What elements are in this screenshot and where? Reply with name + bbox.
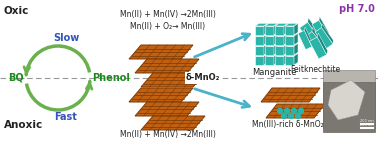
Polygon shape <box>294 53 298 65</box>
Polygon shape <box>285 56 294 65</box>
Polygon shape <box>264 53 268 65</box>
Polygon shape <box>284 23 288 35</box>
Polygon shape <box>275 36 284 45</box>
Polygon shape <box>275 46 284 55</box>
Polygon shape <box>129 45 193 59</box>
Polygon shape <box>285 46 294 55</box>
Polygon shape <box>266 104 325 118</box>
Polygon shape <box>319 17 329 36</box>
Polygon shape <box>300 22 321 46</box>
Polygon shape <box>264 23 268 35</box>
Polygon shape <box>264 43 268 55</box>
Polygon shape <box>141 116 205 130</box>
Text: BQ: BQ <box>8 73 24 83</box>
Polygon shape <box>317 33 328 55</box>
Polygon shape <box>265 56 274 65</box>
Circle shape <box>291 109 296 114</box>
Polygon shape <box>265 46 274 55</box>
Circle shape <box>288 114 293 119</box>
Polygon shape <box>265 43 278 46</box>
Polygon shape <box>294 23 298 35</box>
Polygon shape <box>312 20 328 40</box>
Polygon shape <box>274 43 278 55</box>
Text: Slow: Slow <box>53 33 79 43</box>
Polygon shape <box>255 36 264 45</box>
Text: Mn(III)-rich δ-MnO₂: Mn(III)-rich δ-MnO₂ <box>252 120 324 129</box>
FancyBboxPatch shape <box>323 70 375 128</box>
Polygon shape <box>304 27 313 47</box>
Polygon shape <box>255 56 264 65</box>
Polygon shape <box>305 32 325 53</box>
Polygon shape <box>328 80 365 120</box>
Polygon shape <box>275 43 288 46</box>
Polygon shape <box>275 56 284 65</box>
Circle shape <box>282 114 287 119</box>
Polygon shape <box>298 30 312 50</box>
Polygon shape <box>275 53 288 56</box>
Text: 200 nm: 200 nm <box>360 119 374 123</box>
Text: Mn(II) + O₂→ Mn(III): Mn(II) + O₂→ Mn(III) <box>130 22 206 31</box>
Polygon shape <box>265 33 278 36</box>
Text: Mn(II) + Mn(IV) →2Mn(III): Mn(II) + Mn(IV) →2Mn(III) <box>120 10 216 19</box>
Polygon shape <box>275 23 288 26</box>
Polygon shape <box>285 26 294 35</box>
Text: Anoxic: Anoxic <box>4 120 43 130</box>
Polygon shape <box>284 33 288 45</box>
Polygon shape <box>275 26 284 35</box>
Text: 200 nm: 200 nm <box>360 123 374 127</box>
Text: pH 7.0: pH 7.0 <box>339 4 375 14</box>
Polygon shape <box>274 23 278 35</box>
Polygon shape <box>275 33 288 36</box>
Polygon shape <box>265 53 278 56</box>
Polygon shape <box>141 73 205 87</box>
Polygon shape <box>135 59 199 73</box>
Polygon shape <box>312 27 325 47</box>
Text: Oxic: Oxic <box>4 6 29 16</box>
Polygon shape <box>294 43 298 55</box>
Polygon shape <box>274 53 278 65</box>
Polygon shape <box>285 43 298 46</box>
Polygon shape <box>265 36 274 45</box>
Polygon shape <box>265 26 274 35</box>
Circle shape <box>299 109 304 114</box>
Polygon shape <box>285 33 298 36</box>
Polygon shape <box>284 53 288 65</box>
Circle shape <box>285 109 290 114</box>
Polygon shape <box>285 23 298 26</box>
Polygon shape <box>285 36 294 45</box>
Polygon shape <box>294 33 298 45</box>
Polygon shape <box>255 26 264 35</box>
Text: δ-MnO₂: δ-MnO₂ <box>186 73 220 83</box>
Polygon shape <box>284 43 288 55</box>
Text: Feitknechtite: Feitknechtite <box>290 65 340 74</box>
Circle shape <box>296 114 301 119</box>
Text: Manganite: Manganite <box>252 68 296 77</box>
Polygon shape <box>274 33 278 45</box>
Polygon shape <box>264 33 268 45</box>
Polygon shape <box>265 23 278 26</box>
Circle shape <box>277 109 282 114</box>
Polygon shape <box>309 37 327 59</box>
Polygon shape <box>255 43 268 46</box>
Polygon shape <box>255 46 264 55</box>
Polygon shape <box>255 53 268 56</box>
Polygon shape <box>322 24 333 44</box>
Polygon shape <box>129 88 193 102</box>
Text: Fast: Fast <box>54 112 77 122</box>
Polygon shape <box>135 102 199 116</box>
Polygon shape <box>308 18 321 40</box>
Text: Mn(II) + Mn(IV) →2Mn(III): Mn(II) + Mn(IV) →2Mn(III) <box>120 130 216 139</box>
Polygon shape <box>255 33 268 36</box>
Polygon shape <box>315 27 333 49</box>
FancyBboxPatch shape <box>323 82 375 132</box>
Text: Phenol: Phenol <box>92 73 130 83</box>
Polygon shape <box>255 23 268 26</box>
Polygon shape <box>261 88 320 102</box>
Polygon shape <box>285 53 298 56</box>
